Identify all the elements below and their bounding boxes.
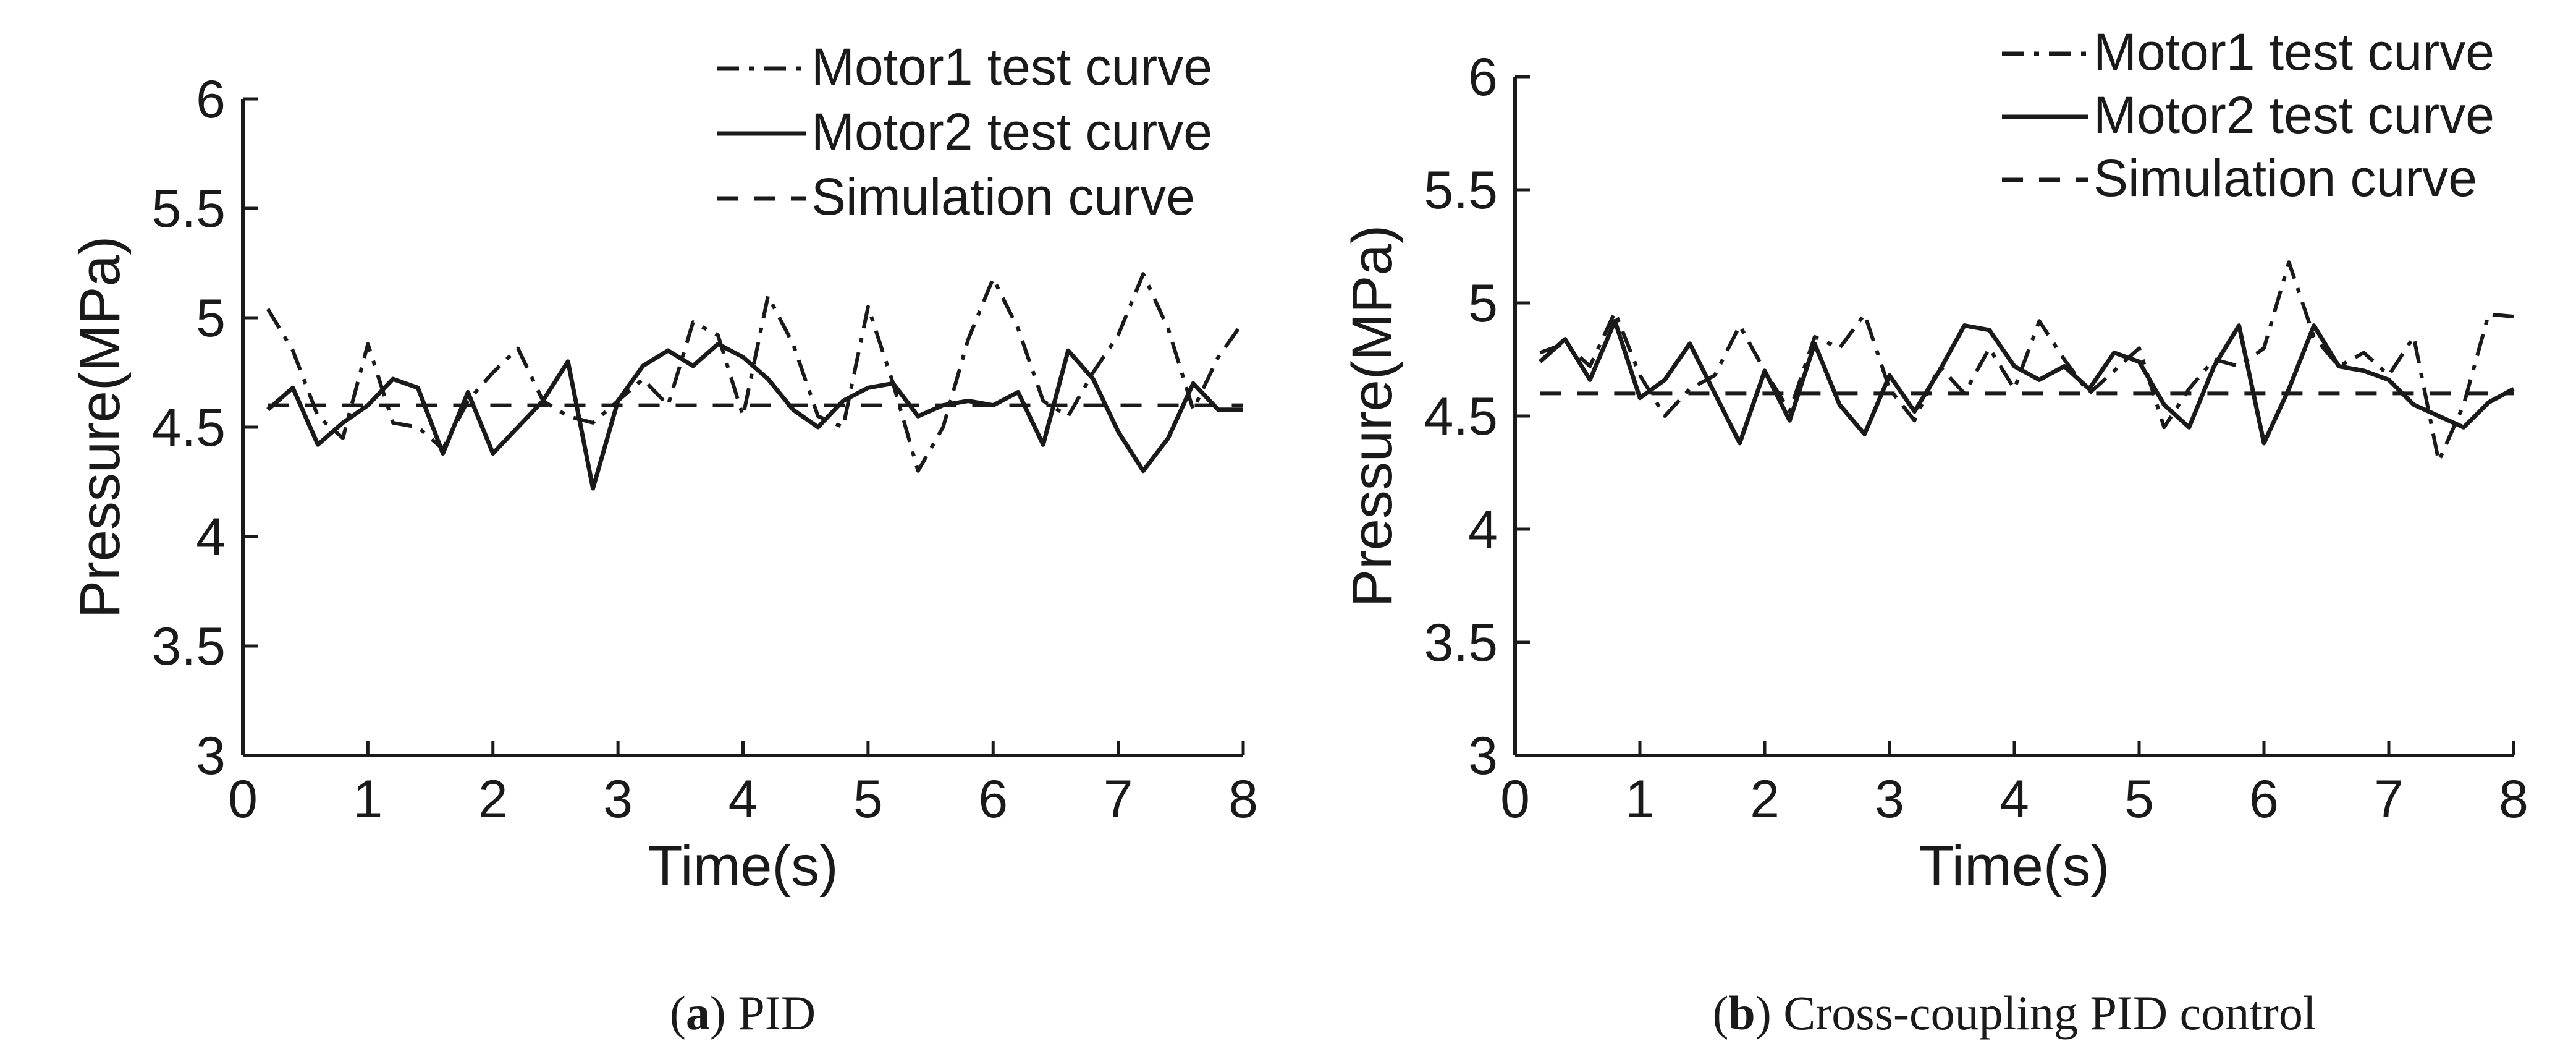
series-line-motor2-test-curve bbox=[266, 342, 1243, 491]
legend-label: Motor1 test curve bbox=[2093, 23, 2494, 81]
x-tick-label: 7 bbox=[1104, 770, 1133, 829]
y-axis-label: Pressure(MPa) bbox=[69, 236, 132, 619]
x-tick-label: 2 bbox=[1750, 770, 1780, 829]
x-tick-label: 0 bbox=[1500, 770, 1530, 829]
legend-label: Simulation curve bbox=[2093, 149, 2477, 207]
y-tick-label: 4 bbox=[196, 508, 226, 567]
chart-panel-a: 0 1 2 3 4 5 6 7 8 3 3.5 4 4.5 5 5.5 6 Time(s) Pressure(MP… bbox=[69, 38, 1258, 1040]
y-tick-label: 3 bbox=[196, 726, 226, 786]
y-tick-label: 6 bbox=[196, 70, 226, 129]
x-tick-label: 5 bbox=[853, 770, 883, 829]
legend: Motor1 test curve Motor2 test curve Simula… bbox=[717, 38, 1212, 226]
y-tick-label: 5.5 bbox=[1424, 161, 1498, 220]
x-tick-label: 1 bbox=[353, 770, 382, 829]
y-tick-label: 5 bbox=[196, 289, 226, 348]
x-tick-label: 8 bbox=[1228, 770, 1258, 829]
x-tick-label: 6 bbox=[978, 770, 1008, 829]
series-line-motor1-test-curve bbox=[266, 272, 1245, 473]
x-tick-label: 8 bbox=[2499, 770, 2528, 829]
figure-caption: (a) PID bbox=[670, 986, 816, 1040]
series-line-motor2-test-curve bbox=[1539, 318, 2515, 446]
y-tick-label: 3.5 bbox=[1424, 613, 1498, 673]
y-tick-label: 6 bbox=[1468, 48, 1498, 107]
x-tick-label: 4 bbox=[2000, 770, 2029, 829]
y-tick-label: 3 bbox=[1468, 726, 1498, 786]
x-tick-label: 1 bbox=[1625, 770, 1655, 829]
legend-label: Motor2 test curve bbox=[811, 103, 1212, 161]
y-tick-label: 4.5 bbox=[151, 398, 226, 457]
legend-label: Motor1 test curve bbox=[811, 38, 1212, 96]
x-tick-label: 4 bbox=[728, 770, 758, 829]
x-tick-label: 2 bbox=[478, 770, 508, 829]
x-tick-label: 6 bbox=[2249, 770, 2279, 829]
x-axis-label: Time(s) bbox=[1919, 835, 2109, 898]
y-tick-label: 5.5 bbox=[151, 179, 226, 239]
series-line-motor1-test-curve bbox=[1539, 260, 2514, 464]
legend-label: Motor2 test curve bbox=[2093, 86, 2494, 144]
y-tick-label: 3.5 bbox=[151, 617, 226, 676]
x-tick-label: 3 bbox=[603, 770, 633, 829]
y-tick-label: 5 bbox=[1468, 274, 1498, 333]
y-tick-label: 4 bbox=[1468, 500, 1498, 559]
figure-caption: (b) Cross-coupling PID control bbox=[1712, 986, 2316, 1040]
y-axis-label: Pressure(MPa) bbox=[1341, 225, 1404, 608]
x-tick-label: 3 bbox=[1875, 770, 1904, 829]
y-tick-label: 4.5 bbox=[1424, 387, 1498, 446]
x-axis-label: Time(s) bbox=[648, 835, 838, 898]
x-tick-label: 7 bbox=[2374, 770, 2404, 829]
chart-panel-b: 0 1 2 3 4 5 6 7 8 3 3.5 4 4.5 5 5.5 6 Time(s) Pressure(MP… bbox=[1341, 23, 2528, 1040]
x-tick-label: 5 bbox=[2124, 770, 2154, 829]
x-tick-label: 0 bbox=[228, 770, 258, 829]
legend-label: Simulation curve bbox=[811, 168, 1195, 226]
